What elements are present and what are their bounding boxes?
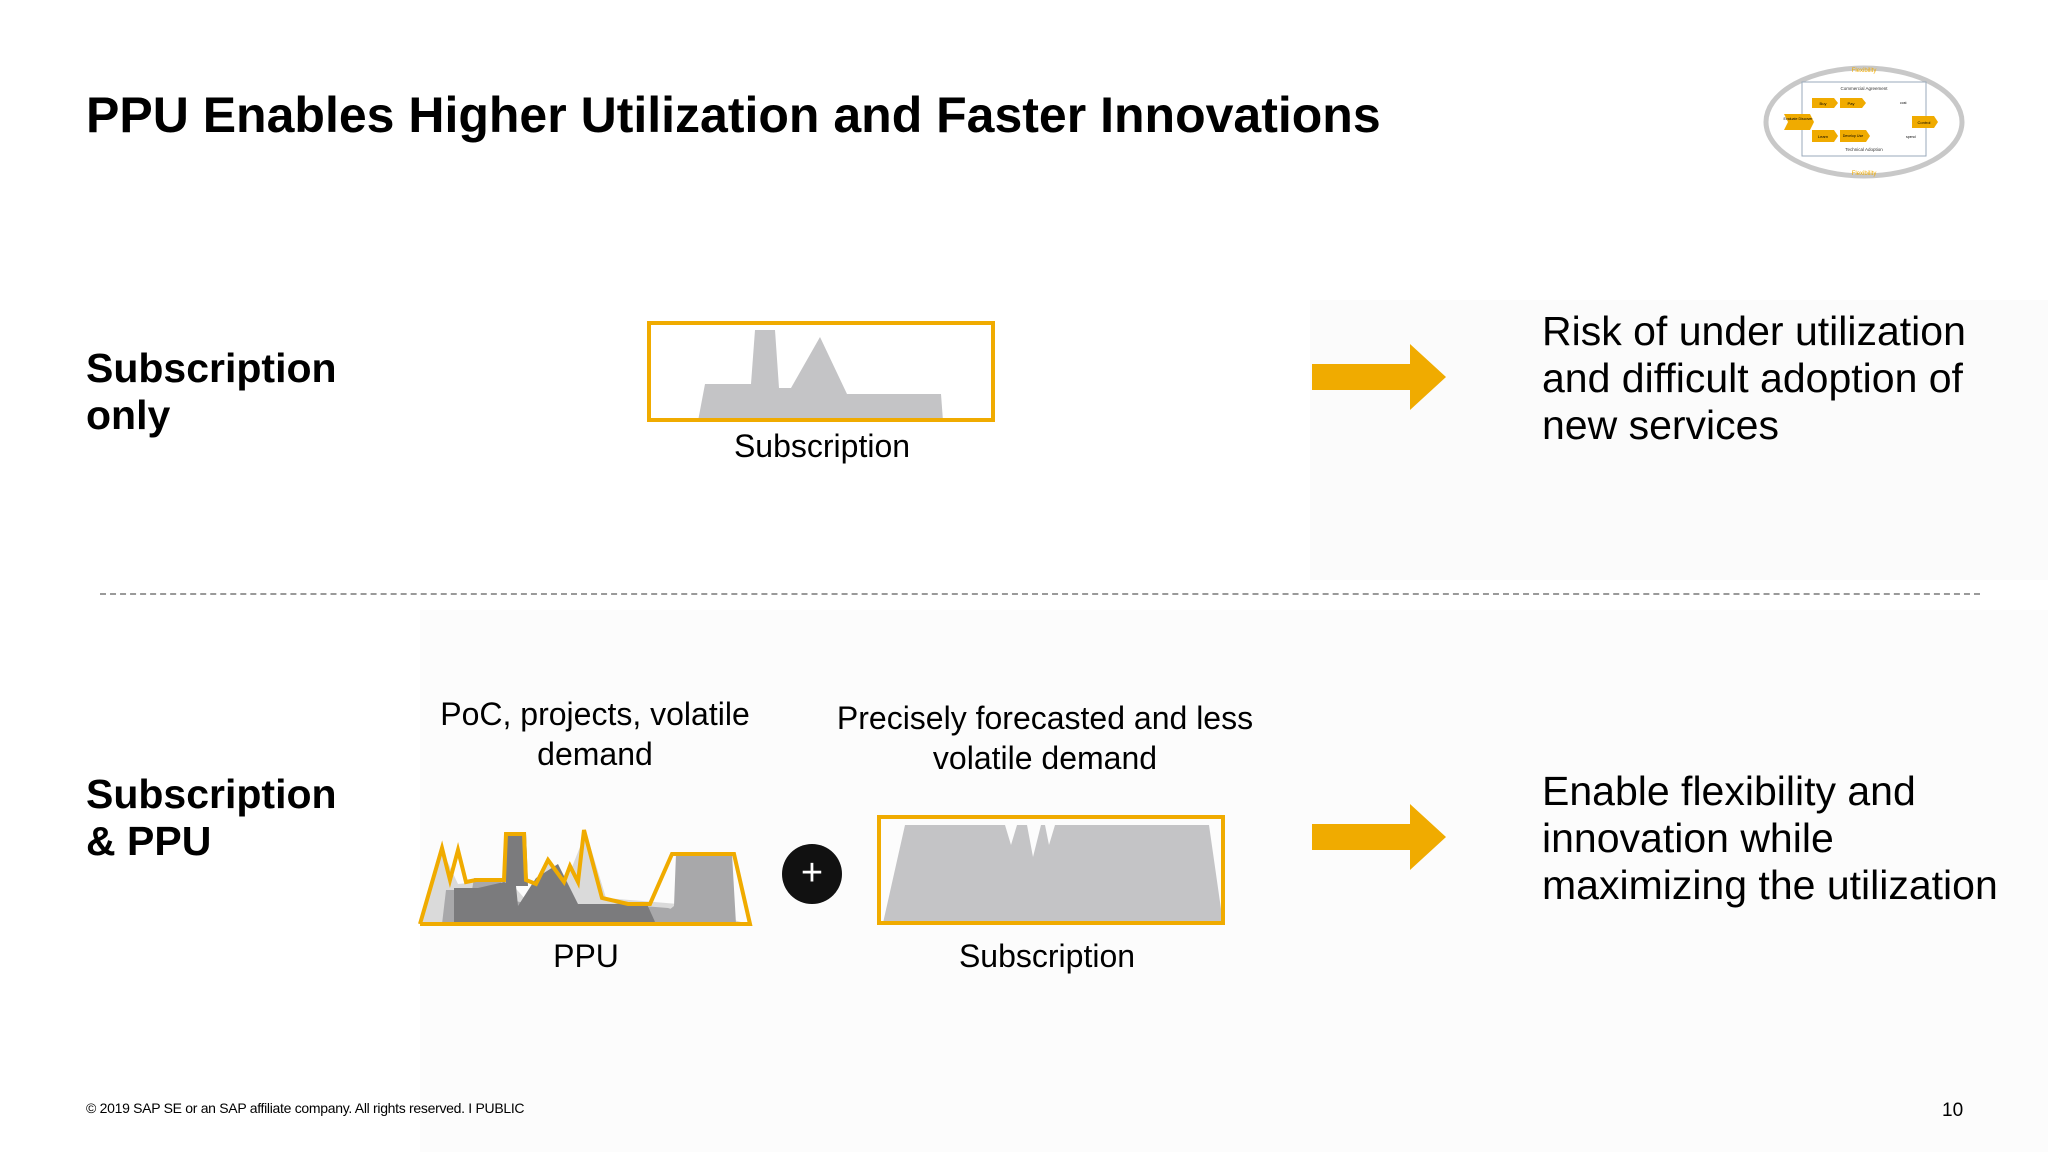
subscription-heading-line2: volatile demand (932, 740, 1158, 776)
ppu-outline (418, 829, 753, 926)
row1-label-line2: only (86, 392, 171, 438)
step-learn-shape (1812, 130, 1838, 142)
logo-diagram: Flexibility Commercial Agreement Buy Pay… (1763, 65, 1965, 179)
step-control-label: Control (1918, 120, 1931, 125)
page-title: PPU Enables Higher Utilization and Faste… (86, 87, 1381, 143)
subscription-caption: Subscription (958, 938, 1136, 974)
ppu-heading: PoC, projects, volatile demand (395, 694, 795, 774)
ppu-heading-line1: PoC, projects, volatile (440, 696, 750, 732)
row2-arrow-icon (1312, 804, 1446, 870)
row1-arrow-icon (1312, 344, 1446, 410)
step-pay-label: Pay (1848, 101, 1855, 106)
subscription-area (883, 825, 1223, 923)
step-control-shape (1912, 116, 1938, 128)
plus-circle: + (782, 844, 842, 904)
step-evaluate-label: Evaluate Discover (1784, 117, 1814, 121)
row1-result-line1: Risk of under utilization (1542, 308, 1966, 354)
ppu-area-right (652, 854, 736, 924)
step-evaluate-shape (1784, 114, 1814, 130)
subscription-only-area (698, 330, 943, 421)
page-number: 10 (1942, 1100, 1964, 1121)
subscription-heading-line1: Precisely forecasted and less (836, 700, 1254, 736)
top-result-panel (1310, 300, 2048, 580)
ppu-area-dark (454, 864, 656, 924)
step-develop-shape (1840, 130, 1870, 142)
logo-top-label: Flexibility (1852, 68, 1877, 74)
logo-cost-label: cost (1900, 101, 1906, 105)
logo-spend-label: spend (1906, 135, 1916, 139)
subscription-heading: Precisely forecasted and less volatile d… (795, 698, 1295, 778)
section-divider (100, 593, 1980, 595)
row1-chart-caption: Subscription (733, 428, 911, 464)
row2-label-line1: Subscription (86, 771, 337, 817)
subscription-frame (877, 815, 1225, 925)
step-develop-label: Develop Use (1843, 134, 1864, 138)
row2-label-line2: & PPU (86, 818, 212, 864)
row2-result-line3: maximizing the utilization (1542, 862, 1998, 908)
logo-commercial-label: Commercial Agreement (1840, 86, 1888, 91)
row1-label-line1: Subscription (86, 345, 337, 391)
subscription-only-frame (647, 321, 995, 422)
step-buy-shape (1812, 98, 1838, 108)
step-learn-label: Learn (1818, 134, 1828, 139)
row2-result: Enable flexibility and innovation while … (1542, 768, 1998, 909)
plus-symbol: + (800, 852, 824, 894)
logo-box (1801, 81, 1927, 157)
cycle-ring (1763, 65, 1965, 179)
row1-result: Risk of under utilization and difficult … (1542, 308, 1966, 449)
step-pay-shape (1840, 98, 1866, 108)
row1-result-line3: new services (1542, 402, 1779, 448)
ppu-chart (418, 829, 753, 926)
row1-result-line2: and difficult adoption of (1542, 355, 1963, 401)
logo-bottom-label: Flexibility (1852, 171, 1877, 177)
row2-result-line1: Enable flexibility and (1542, 768, 1916, 814)
subscription-only-chart (647, 321, 995, 422)
logo-technical-label: Technical Adoption (1845, 147, 1883, 152)
row2-result-line2: innovation while (1542, 815, 1834, 861)
subscription-chart (877, 815, 1225, 925)
ppu-heading-line2: demand (537, 736, 653, 772)
row1-label: Subscription only (86, 345, 337, 439)
footer-copyright: © 2019 SAP SE or an SAP affiliate compan… (86, 1100, 525, 1116)
row2-label: Subscription & PPU (86, 771, 337, 865)
ppu-caption: PPU (553, 938, 619, 974)
step-buy-label: Buy (1820, 101, 1827, 106)
